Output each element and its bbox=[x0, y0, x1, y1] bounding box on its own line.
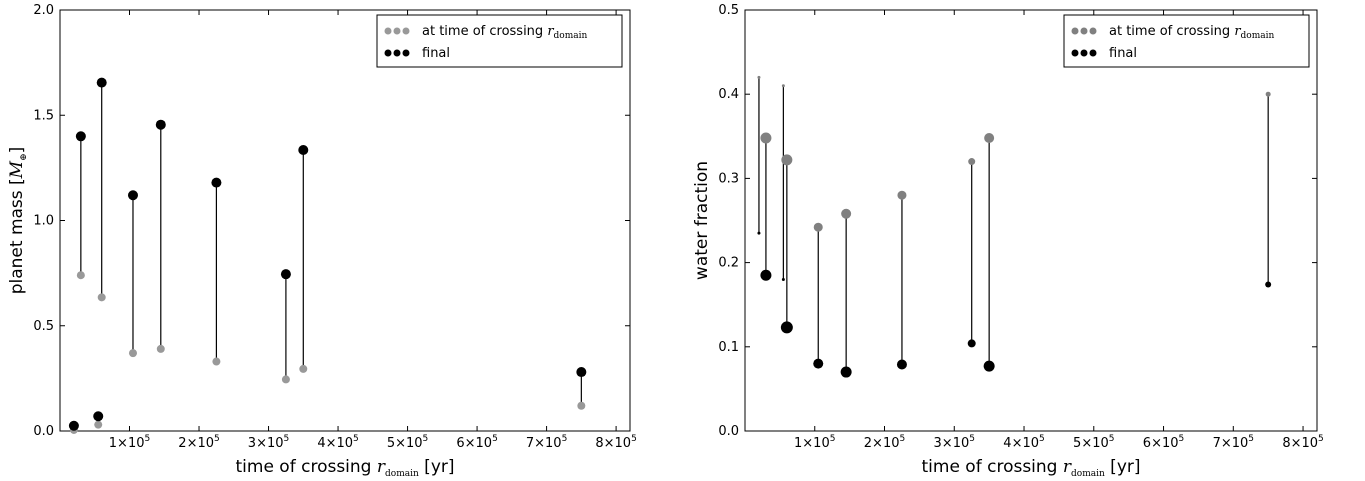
y-tick-label: 0.3 bbox=[718, 171, 739, 186]
point-final bbox=[298, 144, 309, 155]
y-tick-label: 0.0 bbox=[33, 424, 54, 439]
point-final bbox=[96, 77, 107, 88]
x-tick-label: 1×105 bbox=[794, 434, 835, 451]
x-tick-label: 3×105 bbox=[248, 434, 289, 451]
legend-marker-final bbox=[402, 49, 410, 57]
y-tick-label: 0.0 bbox=[718, 424, 739, 439]
point-initial bbox=[781, 84, 785, 88]
legend-marker-final bbox=[1089, 49, 1097, 57]
point-initial bbox=[128, 349, 137, 358]
point-initial bbox=[299, 364, 308, 373]
point-final bbox=[813, 358, 824, 369]
point-final bbox=[780, 321, 793, 334]
y-tick-label: 1.0 bbox=[33, 214, 54, 229]
point-initial bbox=[841, 208, 852, 219]
legend-marker-final bbox=[384, 49, 392, 57]
chart-panel-left: 1×105 2×105 3×105 4×105 5×105 6×105 7×105 8×105… bbox=[7, 3, 637, 479]
x-tick-label: 7×105 bbox=[526, 434, 567, 451]
x-tick-label: 4×105 bbox=[317, 434, 358, 451]
legend-label-initial: at time of crossing rdomain bbox=[422, 24, 587, 41]
point-final bbox=[760, 269, 772, 281]
point-final bbox=[757, 231, 761, 235]
point-final bbox=[75, 131, 86, 142]
y-tick-label: 0.4 bbox=[718, 87, 739, 102]
legend-marker-initial bbox=[1071, 27, 1079, 35]
legend-marker-final bbox=[1071, 49, 1079, 57]
legend-marker-initial bbox=[402, 27, 410, 35]
x-tick-label: 7×105 bbox=[1213, 434, 1254, 451]
legend-box bbox=[376, 14, 623, 68]
x-tick-label: 3×105 bbox=[934, 434, 975, 451]
point-initial bbox=[97, 293, 106, 302]
y-tick-label: 1.5 bbox=[33, 108, 54, 123]
point-initial bbox=[813, 222, 823, 232]
point-final bbox=[983, 360, 995, 372]
y-tick-label: 2.0 bbox=[33, 3, 54, 18]
legend-label-final: final bbox=[1109, 46, 1137, 61]
y-axis-label: planet mass [M⊕] bbox=[7, 147, 29, 295]
legend-label-final: final bbox=[422, 46, 450, 61]
y-tick-label: 0.5 bbox=[33, 319, 54, 334]
point-initial bbox=[760, 132, 772, 144]
legend-marker-initial bbox=[1080, 27, 1088, 35]
point-final bbox=[896, 359, 907, 370]
legend-box bbox=[1063, 14, 1310, 68]
point-final bbox=[93, 411, 104, 422]
x-axis-label: time of crossing rdomain [yr] bbox=[922, 457, 1141, 479]
x-tick-label: 6×105 bbox=[456, 434, 497, 451]
legend-marker-initial bbox=[393, 27, 401, 35]
plot-frame bbox=[59, 9, 631, 432]
x-tick-label: 8×105 bbox=[595, 434, 636, 451]
point-initial bbox=[968, 158, 976, 166]
point-final bbox=[280, 269, 291, 280]
point-initial bbox=[757, 75, 761, 79]
point-final bbox=[781, 277, 785, 281]
point-final bbox=[127, 190, 138, 201]
point-final bbox=[1265, 281, 1272, 288]
x-tick-label: 5×105 bbox=[1073, 434, 1114, 451]
point-initial bbox=[577, 401, 586, 410]
legend: at time of crossing rdomain final bbox=[376, 14, 623, 68]
legend-marker-initial bbox=[384, 27, 392, 35]
x-tick-label: 6×105 bbox=[1143, 434, 1184, 451]
point-initial bbox=[781, 154, 793, 166]
legend-marker-final bbox=[393, 49, 401, 57]
legend: at time of crossing rdomain final bbox=[1063, 14, 1310, 68]
x-tick-label: 8×105 bbox=[1282, 434, 1323, 451]
x-tick-label: 2×105 bbox=[864, 434, 905, 451]
point-final bbox=[68, 420, 79, 431]
x-axis-label: time of crossing rdomain [yr] bbox=[236, 457, 455, 479]
point-final bbox=[840, 366, 852, 378]
point-final bbox=[967, 339, 976, 348]
point-initial bbox=[281, 375, 290, 384]
x-tick-label: 4×105 bbox=[1003, 434, 1044, 451]
point-initial bbox=[1265, 91, 1271, 97]
point-initial bbox=[76, 271, 85, 280]
chart-panel-right: 1×105 2×105 3×105 4×105 5×105 6×105 7×105 8×105… bbox=[692, 3, 1324, 479]
y-tick-label: 0.2 bbox=[718, 256, 739, 271]
point-initial bbox=[212, 357, 221, 366]
y-axis-label: water fraction bbox=[692, 161, 712, 280]
point-initial bbox=[156, 344, 165, 353]
plot-frame bbox=[744, 9, 1318, 432]
x-tick-label: 1×105 bbox=[109, 434, 150, 451]
y-tick-label: 0.5 bbox=[718, 3, 739, 18]
point-final bbox=[211, 177, 222, 188]
legend-marker-initial bbox=[1089, 27, 1097, 35]
y-tick-label: 0.1 bbox=[718, 340, 739, 355]
legend-label-initial: at time of crossing rdomain bbox=[1109, 24, 1274, 41]
point-initial bbox=[94, 420, 103, 429]
point-final bbox=[155, 119, 166, 130]
x-tick-label: 2×105 bbox=[178, 434, 219, 451]
point-final bbox=[576, 367, 587, 378]
x-tick-label: 5×105 bbox=[387, 434, 428, 451]
point-initial bbox=[897, 190, 907, 200]
legend-marker-final bbox=[1080, 49, 1088, 57]
point-initial bbox=[984, 132, 995, 143]
